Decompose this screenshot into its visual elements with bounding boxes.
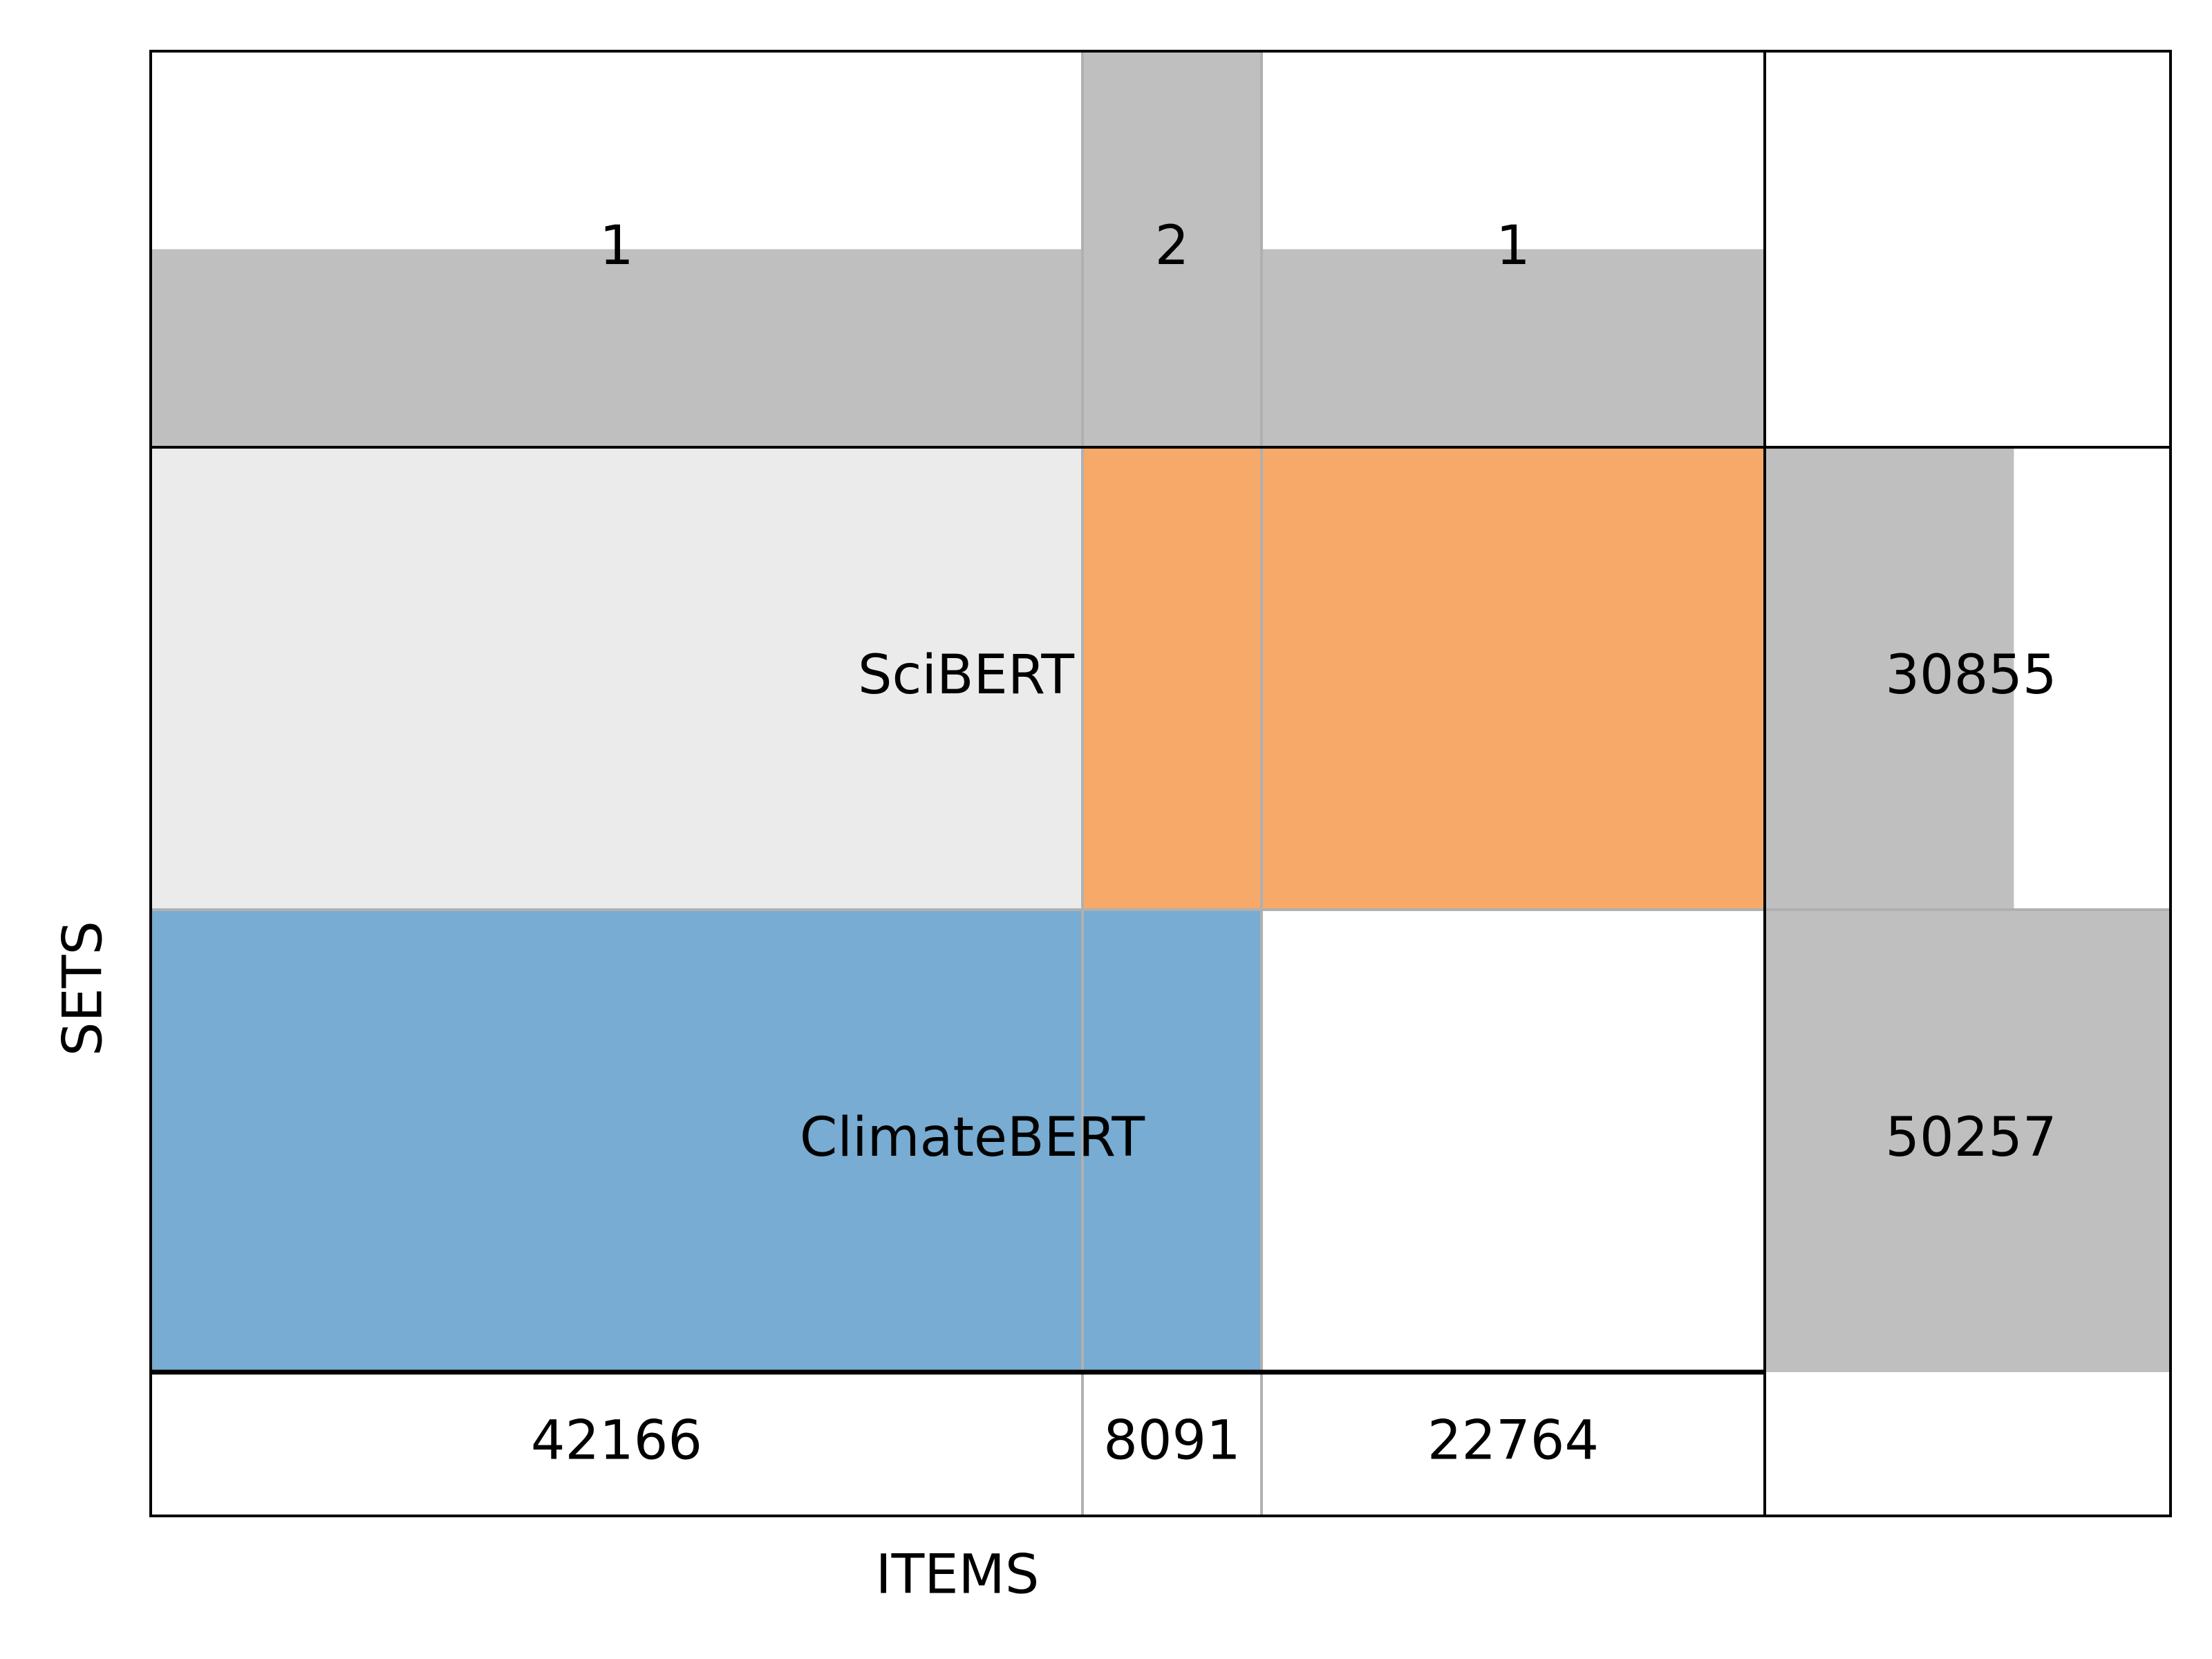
item-count-label: 42166 — [531, 1409, 702, 1472]
count-bar — [151, 249, 1082, 447]
y-axis-label: SETS — [52, 921, 114, 1056]
count-label: 1 — [599, 215, 634, 277]
text-layer: 1 2 1 SciBERT 30855 ClimateBERT 50257 42166 8091… — [531, 215, 2057, 1472]
set-size-label: 30855 — [1885, 644, 2056, 706]
set-size-bar — [1765, 447, 2014, 910]
set-size-bar — [1765, 910, 2171, 1372]
item-count-label: 22764 — [1427, 1409, 1599, 1472]
count-bar — [1082, 51, 1262, 447]
count-label: 2 — [1155, 215, 1190, 277]
membership-cell — [1082, 910, 1262, 1372]
fill-layer — [151, 51, 2171, 1372]
item-count-label: 8091 — [1103, 1409, 1241, 1472]
set-name-label: ClimateBERT — [800, 1107, 1145, 1169]
count-bar — [1262, 249, 1765, 447]
count-label: 1 — [1496, 215, 1530, 277]
set-size-label: 50257 — [1885, 1107, 2056, 1169]
x-axis-label: ITEMS — [876, 1544, 1040, 1606]
set-label-band — [151, 447, 1082, 910]
membership-cell — [1262, 447, 1765, 910]
set-name-label: SciBERT — [858, 644, 1074, 706]
chart-frame — [149, 50, 2172, 1517]
membership-cell — [1082, 447, 1262, 910]
line-layer — [149, 50, 2172, 1517]
membership-cell — [151, 910, 1082, 1372]
